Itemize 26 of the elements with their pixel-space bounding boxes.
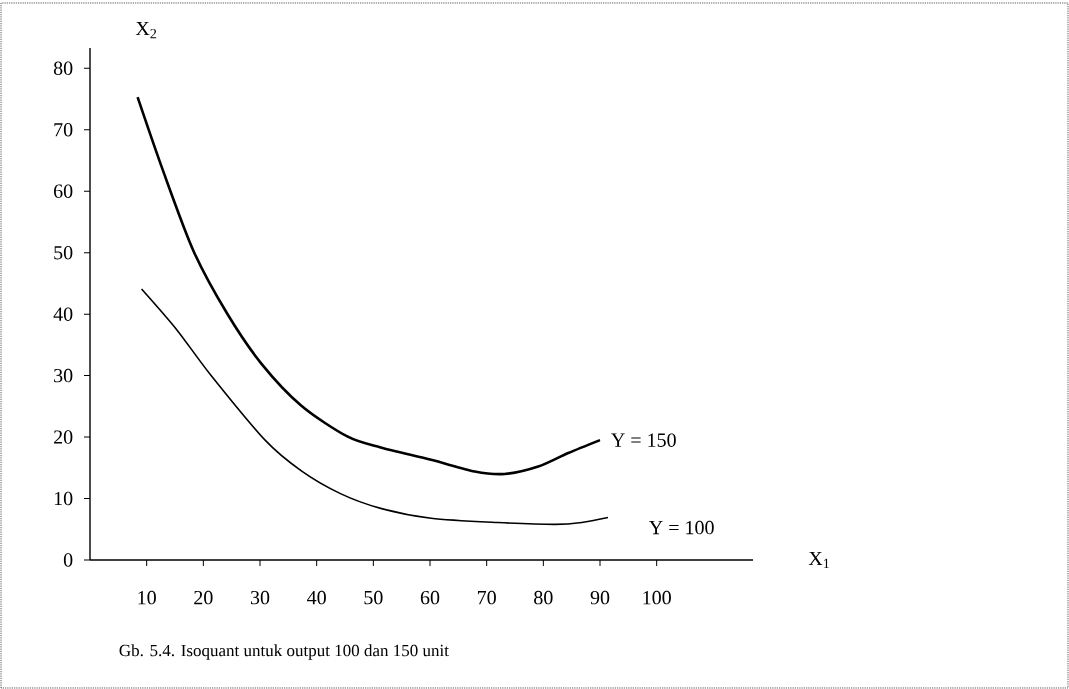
x-tick-label: 100 <box>643 590 671 605</box>
x-tick-label: 90 <box>590 590 610 605</box>
y-axis-title: X$_{2}$ <box>135 21 157 39</box>
y-tick-label: 30 <box>54 368 73 383</box>
x-tick-label: 40 <box>307 590 326 605</box>
text: Gb. 5.4. Isoquant untuk output 100 dan 150 unit <box>119 644 449 660</box>
x-tick-label: 60 <box>420 590 440 605</box>
y-tick-label: 80 <box>53 61 73 76</box>
x-axis-title: X$_{1}$ <box>808 551 829 569</box>
y-tick-label: 0 <box>63 553 73 567</box>
line-series <box>140 288 609 526</box>
x-tick-label: 50 <box>364 590 383 605</box>
y-tick-label: 50 <box>54 245 73 260</box>
y-tick-label: 70 <box>54 123 73 137</box>
series-label: Y = 150 <box>611 433 676 447</box>
y-tick-label: 40 <box>53 307 73 321</box>
line-series <box>136 95 602 476</box>
y-tick-label: 20 <box>54 430 73 444</box>
text: Y = 100 <box>649 520 714 535</box>
x-tick-label: 80 <box>534 590 553 605</box>
x-tick-label: 70 <box>477 590 496 605</box>
y-tick-label: 10 <box>54 491 73 506</box>
x-tick-label: 20 <box>194 590 213 605</box>
x-tick-label: 10 <box>138 590 156 605</box>
x-tick-label: 30 <box>250 590 270 605</box>
y-tick-label: 60 <box>54 184 73 198</box>
